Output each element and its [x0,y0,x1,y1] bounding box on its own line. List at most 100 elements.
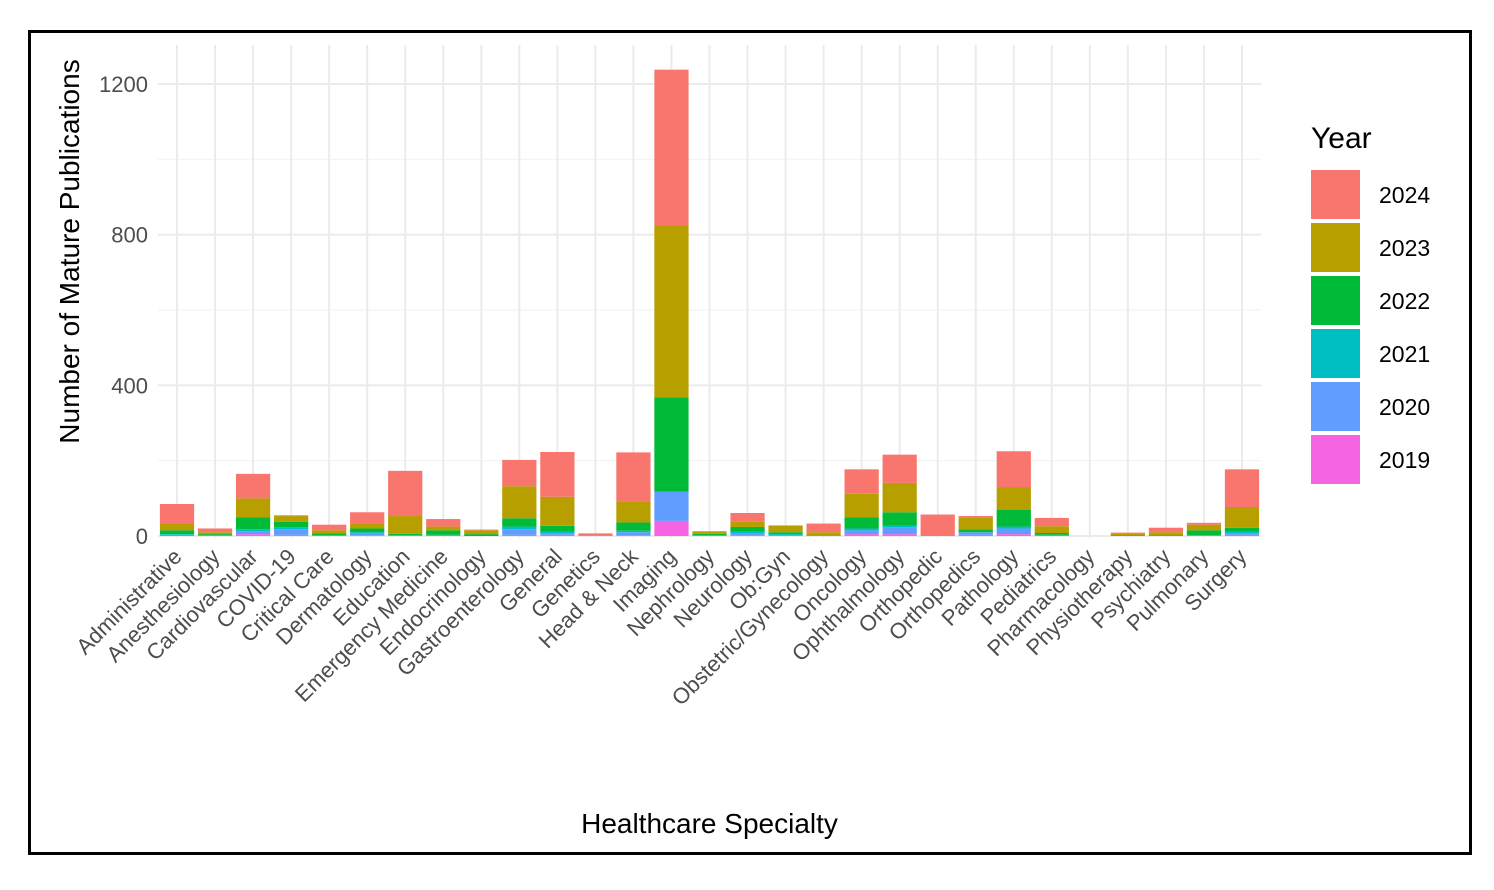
bar-segment [502,459,537,487]
bar-segment [197,528,233,533]
legend-key [1311,329,1360,378]
bar-segment [388,516,423,534]
bar-segment [502,526,537,530]
bar-segment [502,486,537,519]
bar-segment [844,469,879,494]
bar-segment [464,530,499,535]
gridlines [158,45,1261,538]
bar-segment [692,533,727,536]
bar-segment [806,532,841,536]
legend-label: 2020 [1379,394,1430,420]
bar-segment [730,513,765,522]
bar-segment [350,532,385,536]
bar-segment [958,516,993,518]
bar-segment [730,535,765,536]
bars [159,69,1260,536]
bar-segment [616,530,651,533]
y-tick-label: 800 [111,223,148,248]
bar-segment [426,519,461,527]
bar-segment [1224,506,1260,528]
bar-segment [540,532,575,535]
bar-segment [350,528,385,533]
bar-segment [1034,534,1069,536]
bar-segment [806,523,841,533]
bar-segment [616,532,651,536]
bar-segment [540,452,575,497]
bar-segment [844,534,879,536]
bar-segment [197,534,233,536]
bar-segment [882,534,917,536]
bar-segment [274,529,309,535]
x-axis-ticks: AdministrativeAnesthesiologyCardiovascul… [71,543,1251,710]
bar-segment [996,526,1031,529]
bar-segment [616,522,651,531]
bar-segment [159,503,195,524]
bar-segment [1186,535,1222,536]
bar-segment [768,535,803,536]
bar-segment [540,531,575,533]
legend-key [1311,435,1360,484]
y-tick-label: 400 [111,373,148,398]
bar-segment [502,518,537,527]
bar-segment [844,493,879,518]
bar-segment [1224,531,1260,533]
bar-segment [312,530,347,534]
bar-segment [996,528,1031,535]
bar-segment [1224,527,1260,532]
bar-segment [1110,532,1145,534]
bar-segment [197,532,233,535]
legend-label: 2021 [1379,341,1430,367]
y-tick-label: 1200 [99,72,148,97]
bar-segment [768,532,803,535]
legend-label: 2023 [1379,235,1430,261]
bar-segment [426,530,461,535]
bar-segment [540,534,575,536]
legend: Year 2024 2023 2022 2021 2020 2019 [1311,122,1430,484]
bar-segment [730,531,765,534]
bar-segment [235,473,271,499]
chart-svg: 0 400 800 1200 AdministrativeAnesthesiology… [54,45,1430,839]
bar-segment [312,535,347,536]
bar-segment [1110,535,1145,536]
bar-segment [654,226,689,398]
bar-segment [654,397,689,492]
bar-segment [882,482,917,513]
bar-segment [578,533,613,536]
bar-segment [1186,530,1222,536]
bar-segment [312,533,347,536]
bar-segment [502,529,537,535]
y-tick-label: 0 [136,524,148,549]
bar-segment [768,534,803,536]
bar-segment [1034,517,1069,527]
y-axis-title: Number of Mature Publications [54,59,85,443]
bar-segment [159,523,195,531]
bar-segment [540,496,575,526]
bar-segment [730,533,765,536]
bar-segment [426,526,461,531]
legend-key [1311,276,1360,325]
bar-segment [730,521,765,527]
legend-title: Year [1311,122,1372,155]
bar-segment [996,509,1031,527]
bar-segment [1148,535,1184,536]
bar-segment [1110,533,1145,536]
bar-segment [312,524,347,531]
bar-segment [958,517,993,530]
bar-segment [159,530,195,535]
x-axis-title: Healthcare Specialty [581,808,838,839]
bar-segment [197,535,233,536]
bar-segment [350,535,385,536]
bar-segment [350,512,385,524]
chart-frame: 0 400 800 1200 Administrative Anesthesiology… [28,30,1472,855]
bar-segment [388,470,423,517]
bar-segment [235,529,271,532]
bar-segment [1148,527,1184,533]
bar-segment [882,527,917,535]
legend-key [1311,223,1360,272]
bar-segment [350,523,385,529]
legend-label: 2019 [1379,447,1430,473]
bar-segment [882,525,917,528]
bar-segment [996,451,1031,488]
bar-segment [692,531,727,532]
bar-segment [996,534,1031,536]
